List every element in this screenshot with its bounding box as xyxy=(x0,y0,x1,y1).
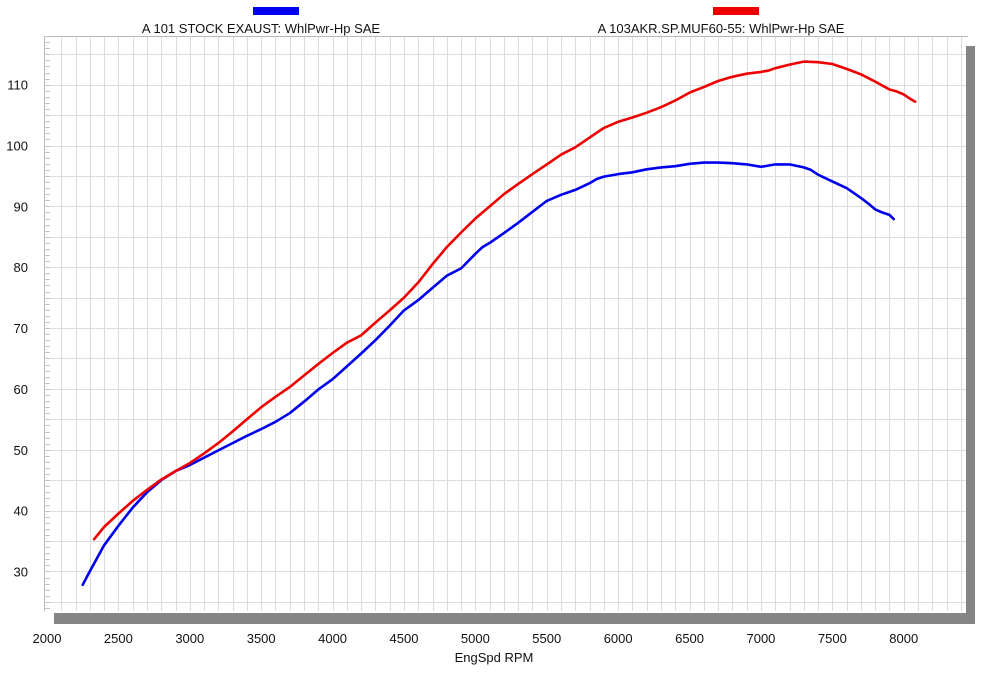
x-tick-label: 6500 xyxy=(675,631,704,646)
x-tick-label: 3500 xyxy=(247,631,276,646)
y-tick-label: 50 xyxy=(14,443,28,458)
series-lines xyxy=(81,60,917,587)
y-tick-label: 100 xyxy=(6,139,28,154)
y-tick-labels: 30 40 50 60 70 80 90 100 110 xyxy=(6,78,28,580)
y-tick-label: 80 xyxy=(14,260,28,275)
x-tick-label: 4500 xyxy=(390,631,419,646)
x-tick-label: 4000 xyxy=(318,631,347,646)
legend-label-2: A 103AKR.SP.MUF60-55: WhlPwr-Hp SAE xyxy=(598,21,845,36)
y-tick-label: 90 xyxy=(14,199,28,214)
x-tick-label: 5000 xyxy=(461,631,490,646)
series-line-1 xyxy=(81,161,895,587)
x-tick-label: 6000 xyxy=(604,631,633,646)
x-tick-label: 3000 xyxy=(175,631,204,646)
y-tick-label: 70 xyxy=(14,321,28,336)
y-tick-label: 30 xyxy=(14,564,28,579)
plot-shadow-right xyxy=(966,46,975,624)
legend: A 101 STOCK EXAUST: WhlPwr-Hp SAE A 103AK… xyxy=(142,7,845,36)
x-tick-labels: 2000 2500 3000 3500 4000 4500 5000 5500 6000 6500… xyxy=(33,631,919,646)
x-tick-label: 7000 xyxy=(746,631,775,646)
series-line-2 xyxy=(92,60,917,541)
x-tick-label: 8000 xyxy=(889,631,918,646)
y-tick-label: 60 xyxy=(14,382,28,397)
legend-label-1: A 101 STOCK EXAUST: WhlPwr-Hp SAE xyxy=(142,21,380,36)
y-tick-label: 40 xyxy=(14,504,28,519)
x-axis-title: EngSpd RPM xyxy=(455,650,534,665)
x-tick-label: 2500 xyxy=(104,631,133,646)
x-tick-label: 7500 xyxy=(818,631,847,646)
y-tick-label: 110 xyxy=(7,78,28,93)
x-tick-label: 5500 xyxy=(532,631,561,646)
grid xyxy=(47,36,968,611)
legend-swatch-1 xyxy=(253,7,299,15)
plot-frame xyxy=(44,36,975,624)
y-minor-ticks xyxy=(44,36,50,609)
x-tick-label: 2000 xyxy=(33,631,62,646)
legend-swatch-2 xyxy=(713,7,759,15)
plot-shadow-bottom xyxy=(54,613,975,624)
